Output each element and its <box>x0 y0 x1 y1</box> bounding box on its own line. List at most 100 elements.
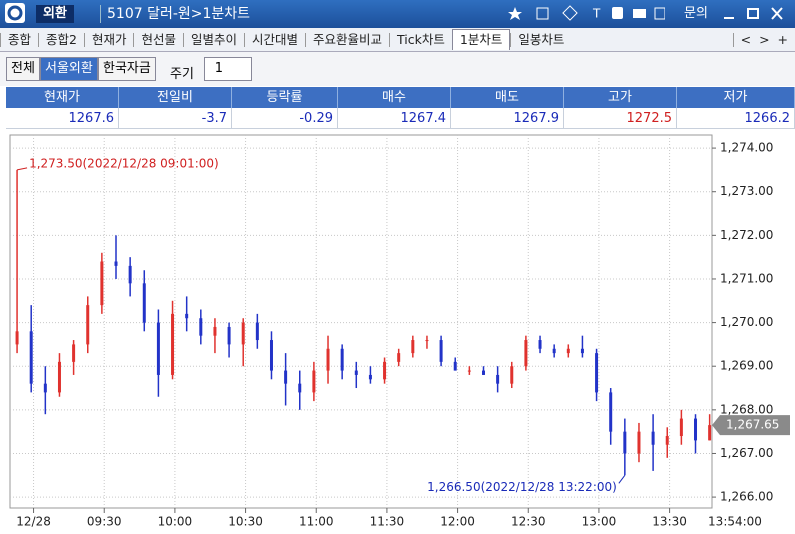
filter-button[interactable]: 전체 <box>6 57 40 81</box>
tab[interactable]: 주요환율비교 <box>305 32 389 47</box>
svg-text:T: T <box>592 7 601 21</box>
candle-body <box>481 370 485 375</box>
candle-body <box>595 353 599 393</box>
candle-body <box>609 392 613 432</box>
candle-body <box>397 353 401 362</box>
quote-value: 1267.4 <box>338 108 451 129</box>
candle-body <box>623 431 627 454</box>
y-tick-label: 1,269.00 <box>720 359 773 373</box>
quote-value: 1266.2 <box>677 108 795 129</box>
candle-body <box>199 318 203 336</box>
y-tick-label: 1,272.00 <box>720 228 773 242</box>
candle-body <box>185 313 189 319</box>
tab[interactable]: 현재가 <box>83 32 134 47</box>
last-price-label: 1,267.65 <box>726 418 779 432</box>
last-price-marker <box>712 415 790 436</box>
quote-value: 1267.6 <box>6 108 119 129</box>
y-tick-label: 1,267.00 <box>720 446 773 460</box>
candle-body <box>114 261 118 266</box>
candle-body <box>354 370 358 375</box>
plot-frame <box>9 134 713 509</box>
x-tick-label: 10:00 <box>158 515 193 529</box>
toolbar: 전체 서울외환 한국자금 주기 1 <box>0 52 795 86</box>
x-tick-label: 11:30 <box>370 515 405 529</box>
x-tick-label: 13:00 <box>582 515 617 529</box>
candle-body <box>383 361 387 380</box>
candle-body <box>326 348 330 371</box>
x-tick-label: 09:30 <box>87 515 122 529</box>
candle-body <box>171 313 175 375</box>
period-label: 주기 <box>170 67 194 82</box>
candle-body <box>298 383 302 393</box>
candle-body <box>86 305 90 345</box>
y-tick-label: 1,266.00 <box>720 490 773 504</box>
candle-body <box>425 340 429 342</box>
window-badge: 외환 <box>36 5 74 23</box>
candle-body <box>340 348 344 371</box>
filter-button[interactable]: 서울외환 <box>40 57 98 81</box>
candle-body <box>665 436 669 445</box>
tab[interactable]: 1분차트 <box>451 29 511 50</box>
candle-body <box>312 370 316 393</box>
candle-body <box>43 383 47 393</box>
tab[interactable]: 일봉차트 <box>510 32 571 47</box>
annotation: 1,273.50(2022/12/28 09:01:00) <box>29 156 219 170</box>
candle-body <box>651 431 655 445</box>
window-icons: T <box>508 5 665 21</box>
tab[interactable]: 종합2 <box>38 32 84 47</box>
candle-body <box>100 261 104 306</box>
window-title: 5107 달러-원>1분차트 <box>100 5 250 23</box>
quote-header: 고가 <box>564 87 677 108</box>
candle-body <box>411 340 415 354</box>
window-controls[interactable] <box>718 0 788 28</box>
annotation: 1,266.50(2022/12/28 13:22:00) <box>427 480 617 494</box>
candle-body <box>15 331 19 345</box>
candle-body <box>57 361 61 393</box>
x-tick-label: 12:00 <box>440 515 475 529</box>
candle-body <box>708 425 712 441</box>
y-tick-label: 1,273.00 <box>720 184 773 198</box>
title-bar: 외환 5107 달러-원>1분차트 T 문의 <box>0 0 795 28</box>
candle-body <box>524 340 528 367</box>
x-tick-label: 12/28 <box>16 515 51 529</box>
quote-header: 현재가 <box>6 87 119 108</box>
tab-bar: 종합 종합2 현재가 현선물 일별추이 시간대별 주요환율비교 Tick차트 1분차트 일봉차트 <… <box>0 28 795 52</box>
y-tick-label: 1,274.00 <box>720 141 773 155</box>
tab[interactable]: 일별추이 <box>183 32 244 47</box>
candle-body <box>467 370 471 372</box>
x-tick-label: 10:30 <box>228 515 263 529</box>
candle-body <box>580 348 584 354</box>
tab[interactable]: 시간대별 <box>244 32 305 47</box>
candle-body <box>128 265 132 284</box>
candle-body <box>29 331 33 384</box>
candle-body <box>439 340 443 362</box>
x-axis-band <box>0 509 795 534</box>
app-icon <box>5 3 25 23</box>
tab[interactable]: 현선물 <box>133 32 183 47</box>
x-tick-label: 11:00 <box>299 515 334 529</box>
tab[interactable]: Tick차트 <box>389 32 452 47</box>
candle-body <box>72 344 76 362</box>
quote-value: -3.7 <box>119 108 232 129</box>
candle-body <box>269 340 273 371</box>
help-button[interactable]: 문의 <box>684 6 708 21</box>
candle-body <box>694 418 698 441</box>
tab-scroll[interactable]: < > + <box>732 32 795 47</box>
x-tick-label: 13:30 <box>652 515 687 529</box>
period-input[interactable]: 1 <box>204 57 252 81</box>
x-tick-label: 12:30 <box>511 515 546 529</box>
annotation-arrow <box>16 167 28 171</box>
x-end-label: 13:54:00 <box>708 515 762 529</box>
filter-button[interactable]: 한국자금 <box>98 57 156 81</box>
annotation-arrow <box>618 474 626 484</box>
tab[interactable]: 종합 <box>0 32 38 47</box>
candle-body <box>566 348 570 354</box>
y-tick-label: 1,271.00 <box>720 271 773 285</box>
quote-value: 1272.5 <box>564 108 677 129</box>
quote-header: 등락률 <box>232 87 338 108</box>
candle-body <box>213 326 217 336</box>
candle-body <box>510 366 514 384</box>
candle-body <box>453 361 457 371</box>
candle-body <box>142 283 146 323</box>
